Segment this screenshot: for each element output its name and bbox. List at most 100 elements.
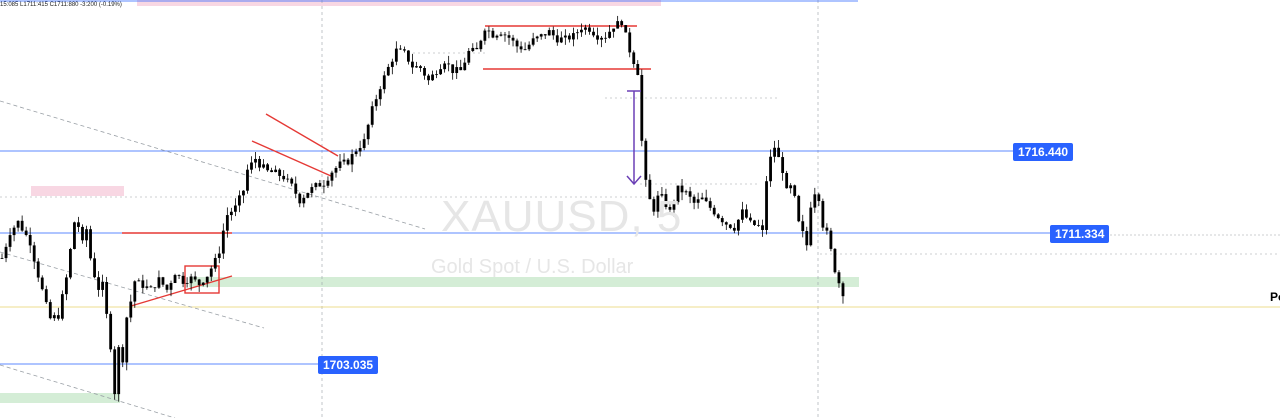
- candle-body: [455, 67, 459, 74]
- candle-body: [402, 49, 406, 51]
- candle-body: [318, 183, 322, 187]
- candle-body: [306, 192, 310, 198]
- candle-body: [668, 207, 672, 210]
- candle-body: [354, 151, 358, 155]
- candle-body: [189, 276, 193, 284]
- candle-body: [394, 48, 398, 62]
- candle-body: [93, 258, 96, 278]
- candle-body: [374, 99, 378, 107]
- candle-body: [145, 286, 149, 288]
- candle-body: [24, 230, 28, 235]
- candle-body: [250, 162, 253, 170]
- candle-body: [173, 275, 177, 284]
- candle-body: [636, 64, 640, 76]
- candle-body: [415, 66, 418, 68]
- candle-body: [813, 194, 817, 208]
- candle-body: [431, 74, 434, 81]
- candle-body: [833, 248, 837, 273]
- price-label-1716[interactable]: 1716.440: [1013, 143, 1074, 161]
- candle-body: [60, 294, 64, 319]
- supply-zone-left: [31, 186, 124, 196]
- candle-body: [89, 229, 92, 259]
- candle-body: [592, 31, 595, 36]
- candle-body: [165, 284, 169, 290]
- candle-body: [201, 282, 205, 285]
- candle-body: [648, 179, 652, 200]
- candle-body: [378, 89, 382, 100]
- candle-body: [85, 229, 88, 241]
- candle-body: [32, 245, 36, 262]
- candle-body: [157, 277, 161, 288]
- candle-body: [346, 159, 350, 165]
- measure-arrow-head: [626, 175, 642, 186]
- candle-body: [644, 140, 648, 180]
- candle-body: [700, 197, 704, 200]
- watermark-symbol: XAUUSD, 5: [441, 192, 683, 241]
- candle-body: [419, 66, 422, 69]
- candle-body: [736, 219, 740, 231]
- price-label-1711[interactable]: 1711.334: [1050, 225, 1110, 243]
- supply-zone-top: [137, 0, 661, 6]
- candle-body: [608, 31, 612, 38]
- candle-body: [64, 277, 68, 295]
- candle-body: [294, 183, 298, 194]
- gray-channel-line-1: [0, 100, 426, 230]
- candle-body: [262, 164, 265, 168]
- candle-body: [765, 181, 768, 230]
- candle-body: [129, 301, 133, 318]
- candle-body: [8, 235, 12, 247]
- candle-body: [507, 35, 511, 38]
- candle-body: [386, 66, 390, 76]
- candle-body: [97, 277, 100, 290]
- candle-body: [551, 30, 555, 36]
- candle-body: [712, 207, 716, 215]
- candle-body: [676, 185, 680, 203]
- candle-body: [117, 347, 121, 395]
- candle-body: [539, 34, 543, 37]
- candle-body: [805, 231, 809, 246]
- candle-body: [555, 35, 559, 43]
- candle-body: [535, 36, 539, 39]
- candle-body: [350, 154, 354, 165]
- candle-body: [435, 74, 438, 76]
- candle-body: [672, 202, 676, 210]
- candle-body: [640, 75, 644, 141]
- price-label-1703[interactable]: 1703.035: [318, 356, 379, 374]
- candle-body: [740, 209, 744, 220]
- candle-body: [531, 38, 535, 45]
- candle-body: [825, 227, 829, 231]
- demand-zone-mid: [189, 277, 859, 287]
- candle-body: [789, 185, 793, 189]
- candle-body: [101, 282, 105, 290]
- red-highlight-box[interactable]: [184, 265, 220, 294]
- candle-body: [342, 159, 346, 162]
- candle-body: [326, 180, 330, 186]
- candle-body: [745, 209, 748, 218]
- candle-body: [334, 167, 338, 173]
- candle-body: [757, 224, 760, 226]
- candle-body: [769, 156, 772, 182]
- candle-body: [423, 68, 426, 76]
- candle-body: [724, 222, 728, 225]
- candle-body: [588, 27, 591, 32]
- candle-body: [696, 199, 700, 203]
- flag-lower-line[interactable]: [251, 140, 332, 177]
- candle-body: [503, 34, 507, 36]
- candle-body: [797, 195, 801, 222]
- flag-upper-line[interactable]: [265, 113, 339, 157]
- candle-body: [732, 227, 736, 231]
- candle-body: [238, 195, 241, 206]
- candle-body: [121, 347, 125, 363]
- candle-body: [632, 52, 636, 65]
- candle-body: [69, 248, 72, 278]
- ohlc-readout: 15:085 L1711:415 C1711:880 -3:200 (-0.19…: [0, 2, 122, 8]
- candle-body: [817, 194, 821, 202]
- candle-body: [278, 169, 282, 176]
- candle-body: [390, 61, 394, 67]
- candle-body: [720, 218, 724, 223]
- red-support-trendline[interactable]: [130, 275, 233, 307]
- candle-body: [515, 40, 519, 47]
- candle-body: [209, 268, 213, 277]
- edge-label: Po: [1270, 290, 1280, 304]
